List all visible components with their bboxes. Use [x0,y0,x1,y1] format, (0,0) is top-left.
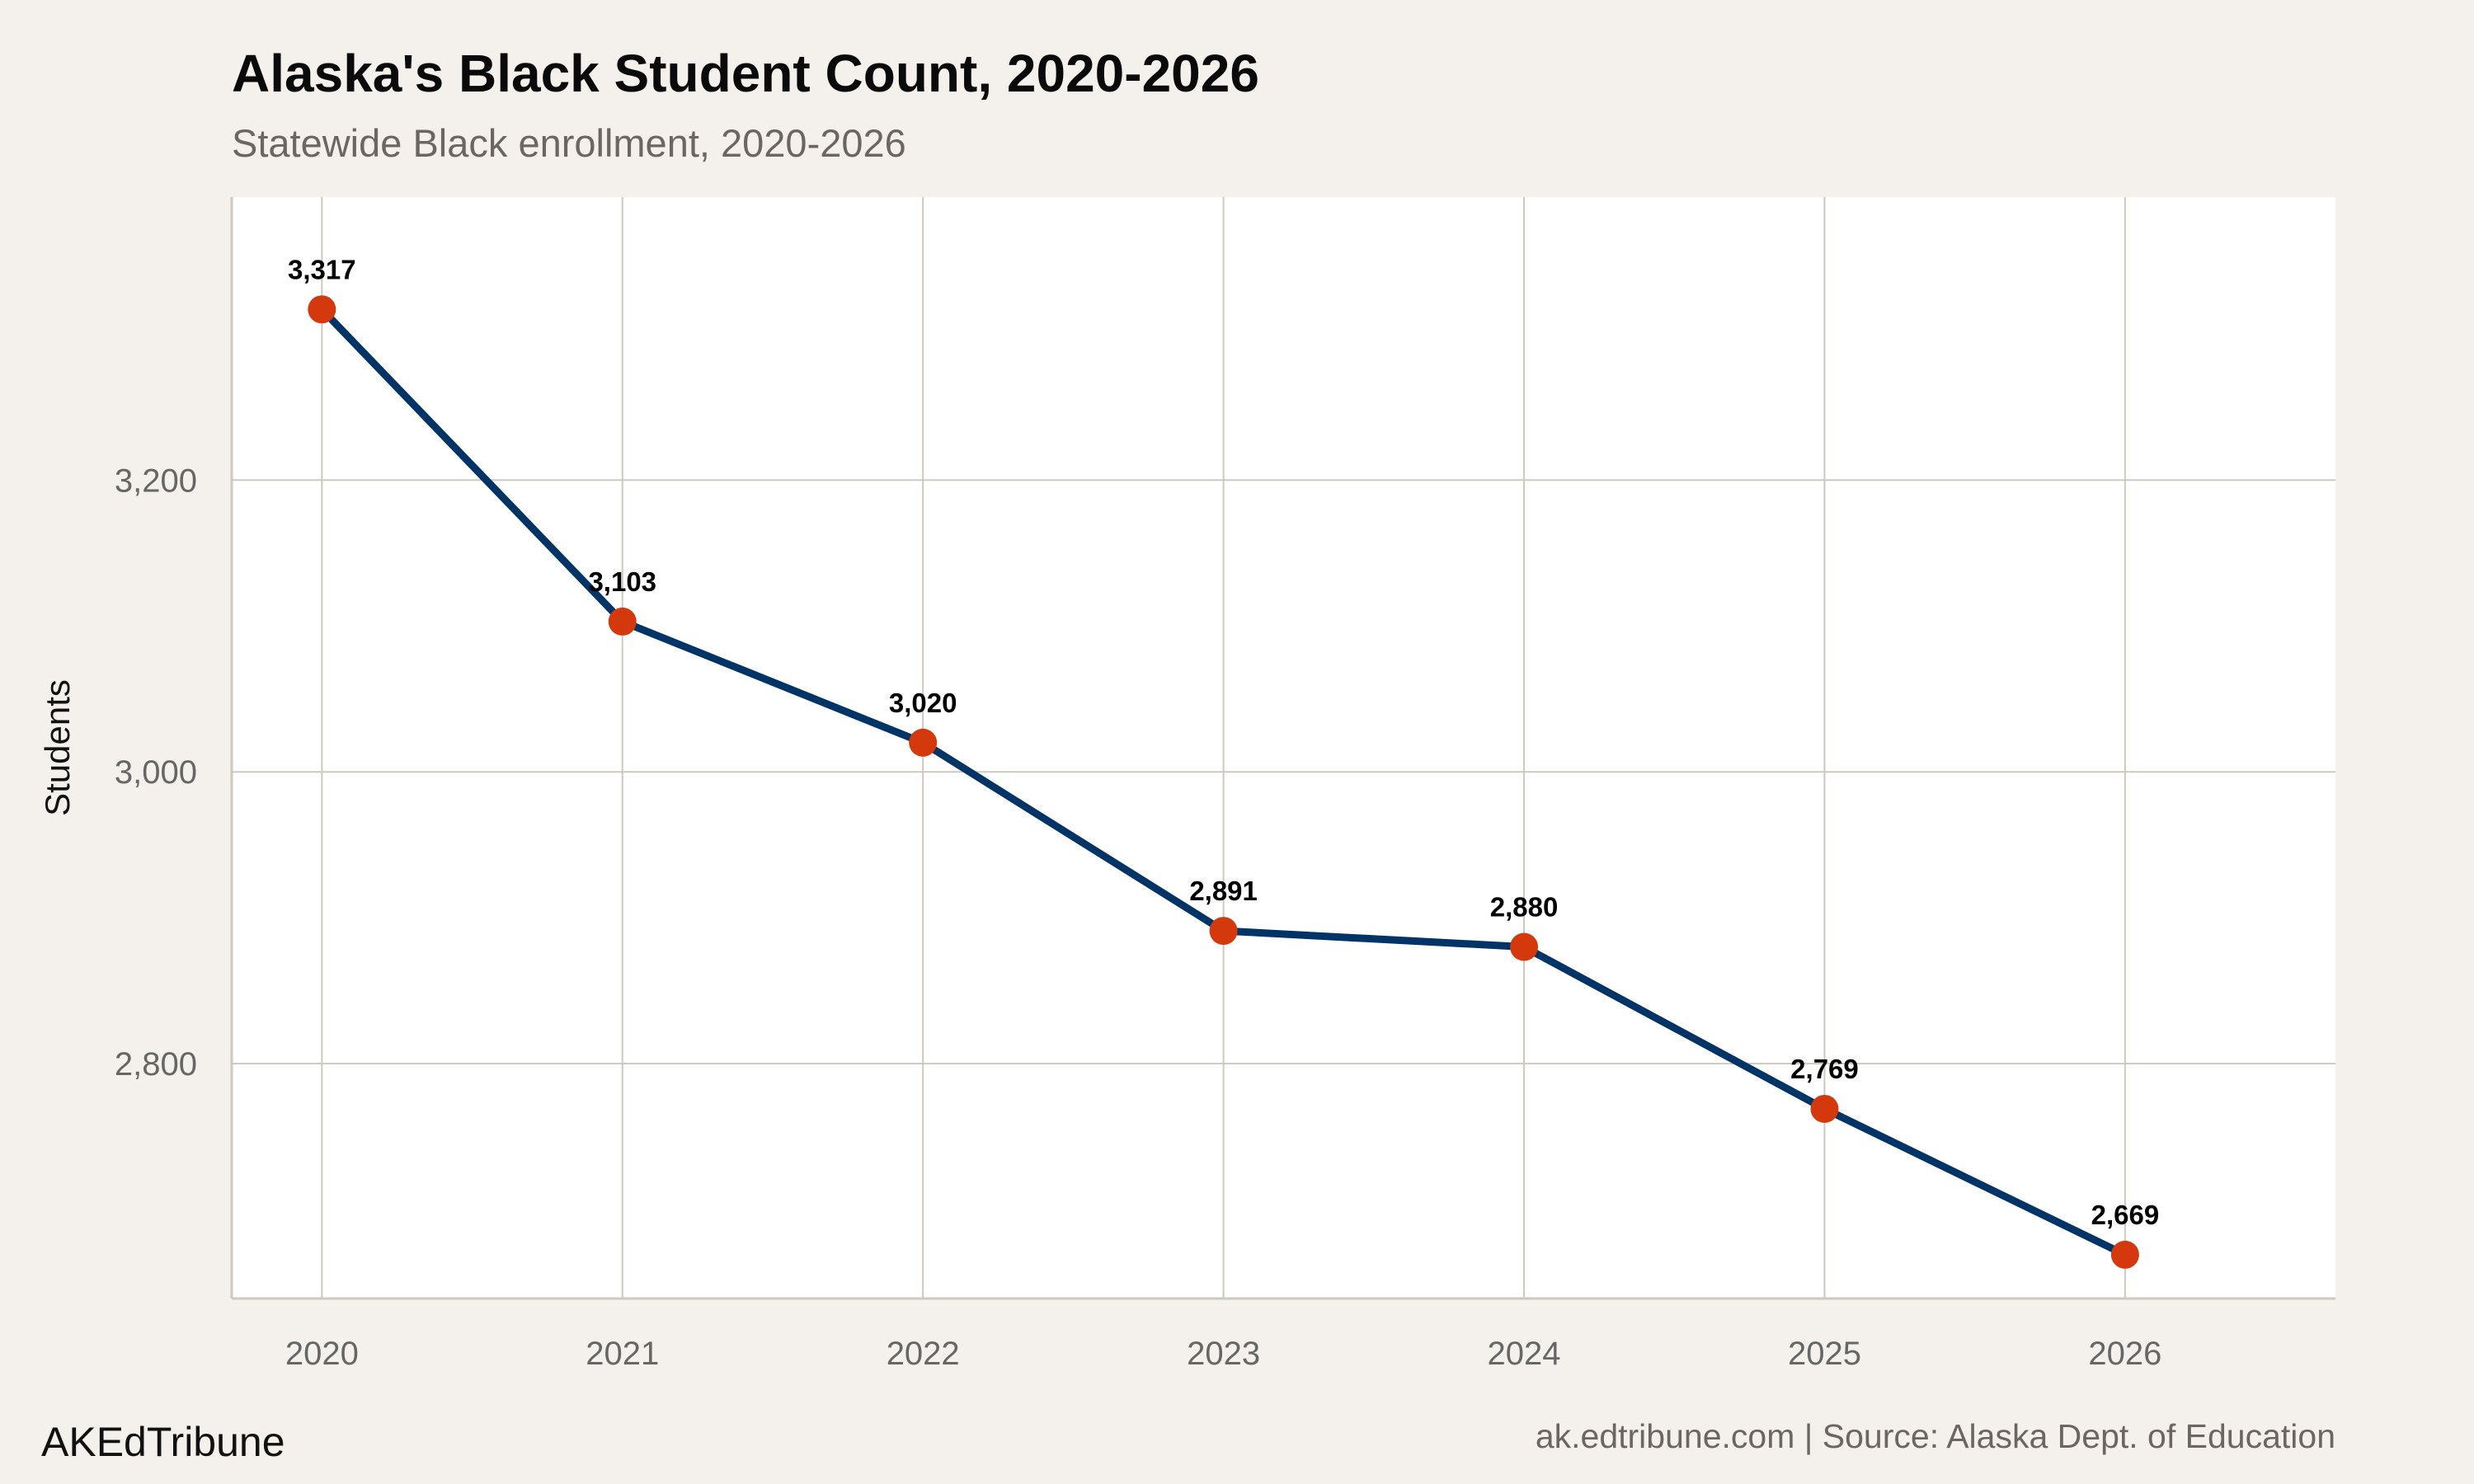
footer-brand: AKEdTribune [41,1419,285,1465]
footer-source: ak.edtribune.com | Source: Alaska Dept. … [1536,1417,2335,1455]
gridlines [232,197,2335,1298]
x-tick-label: 2025 [1788,1336,1861,1372]
x-tick-labels: 2020 2021 2022 2023 2024 2025 2026 [285,1336,2162,1372]
x-tick-label: 2023 [1187,1336,1260,1372]
series-students: 3,317 3,103 3,020 2,891 2,880 2,769 2,669 [288,254,2159,1269]
data-point [1510,932,1539,961]
data-point [608,607,637,636]
data-label: 2,669 [2091,1200,2160,1230]
data-point [909,728,938,757]
y-tick-labels: 2,800 3,000 3,200 [115,463,197,1082]
chart-title: Alaska's Black Student Count, 2020-2026 [232,44,1259,103]
data-label: 2,891 [1189,876,1258,906]
y-tick-label: 3,200 [115,463,197,499]
data-point [1209,917,1238,946]
data-label: 2,880 [1490,892,1559,923]
y-tick-label: 3,000 [115,754,197,791]
data-label: 2,769 [1790,1054,1859,1084]
x-tick-label: 2021 [586,1336,659,1372]
data-label: 3,020 [889,688,957,718]
x-tick-label: 2024 [1488,1336,1561,1372]
data-label: 3,317 [288,254,356,284]
x-tick-label: 2022 [887,1336,960,1372]
x-tick-label: 2020 [285,1336,359,1372]
plot-panel [232,197,2335,1298]
y-axis-title: Students [38,679,77,816]
data-point [1810,1094,1839,1123]
data-point [308,295,336,324]
chart-subtitle: Statewide Black enrollment, 2020-2026 [232,121,906,165]
data-label: 3,103 [588,566,656,597]
x-tick-label: 2026 [2088,1336,2161,1372]
data-point [2110,1240,2139,1269]
y-tick-label: 2,800 [115,1046,197,1082]
